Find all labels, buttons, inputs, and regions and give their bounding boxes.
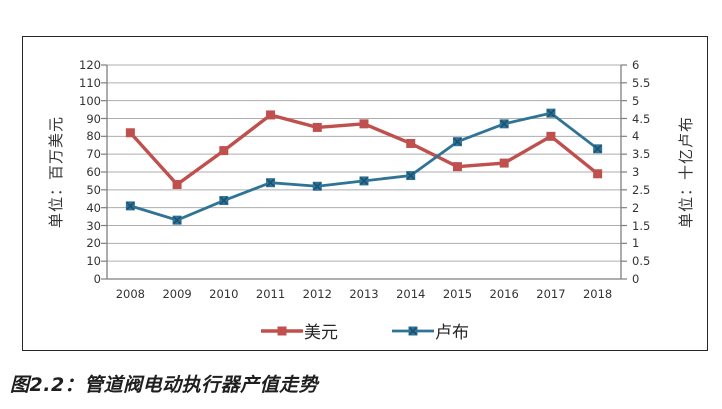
usd-marker: [406, 138, 416, 148]
usd-marker: [266, 110, 276, 120]
usd-marker: [359, 119, 369, 129]
rub-marker-x: [219, 196, 228, 205]
right-axis-tick-label: 2.5: [632, 182, 651, 197]
right-axis-tick-label: 4: [632, 129, 640, 144]
rub-marker-x: [593, 144, 602, 153]
right-axis-tick-label: 1: [632, 236, 640, 251]
rub-marker-x: [406, 171, 415, 180]
right-axis-tick-label: 3: [632, 165, 640, 179]
left-axis-tick-label: 10: [86, 254, 101, 269]
usd-legend-marker-icon: [261, 326, 303, 335]
rub-marker-x: [126, 201, 135, 210]
left-axis-tick-label: 100: [79, 93, 101, 108]
right-axis-title: 单位：十亿卢布: [677, 116, 695, 229]
left-axis-tick-label: 90: [86, 111, 101, 126]
left-axis-tick-label: 120: [79, 58, 101, 72]
figure-caption: 图2.2：管道阀电动执行器产值走势: [10, 374, 319, 396]
right-axis-tick-label: 1.5: [632, 218, 651, 233]
legend-item-rub: 卢布: [392, 318, 469, 343]
x-axis-label: 2017: [536, 287, 566, 301]
rub-legend-marker-icon: [392, 326, 434, 335]
rub-marker-x: [359, 176, 369, 185]
x-axis-label: 2012: [302, 287, 332, 301]
right-axis-tick-label: 5.5: [632, 75, 651, 90]
chart-frame: 单位：百万美元 单位：十亿卢布 0 10 20 30 40 50 60 70 80 90 100 11…: [22, 36, 708, 351]
x-axis-label: 2009: [162, 287, 192, 301]
left-axis-tick-label: 50: [86, 182, 101, 197]
usd-marker: [499, 158, 509, 168]
legend: 美元 卢布: [23, 318, 707, 343]
left-axis-tick-label: 20: [86, 236, 101, 251]
left-axis-tick-label: 60: [86, 165, 101, 179]
rub-marker-x: [453, 137, 462, 146]
legend-label-rub: 卢布: [435, 323, 469, 343]
x-axis-label: 2010: [209, 287, 239, 301]
x-axis-label: 2011: [255, 287, 286, 301]
usd-marker: [546, 131, 556, 141]
rub-marker-x: [546, 109, 555, 118]
rub-marker-x: [266, 178, 275, 187]
rub-marker-x: [173, 216, 182, 225]
x-axis-label: 2013: [349, 287, 379, 301]
legend-item-usd: 美元: [261, 318, 338, 343]
rub-marker-x: [500, 119, 509, 128]
usd-marker: [312, 122, 322, 132]
usd-marker: [593, 169, 603, 179]
rub-marker-x: [313, 182, 322, 191]
left-axis-tick-label: 30: [86, 218, 101, 233]
left-axis-tick-label: 0: [93, 272, 101, 286]
x-axis-label: 2014: [396, 287, 426, 301]
left-axis-tick-label: 80: [86, 129, 101, 144]
left-axis-tick-label: 70: [86, 147, 101, 162]
left-axis-tick-label: 110: [79, 75, 101, 90]
usd-marker: [452, 162, 462, 172]
usd-marker: [219, 146, 229, 156]
plot-area: [101, 64, 627, 280]
x-axis-label: 2016: [489, 287, 519, 301]
right-axis-tick-label: 0: [632, 272, 640, 286]
right-axis-tick-label: 6: [632, 58, 640, 72]
usd-marker: [172, 179, 182, 189]
x-axis-label: 2008: [115, 287, 145, 301]
x-axis-label: 2015: [442, 287, 473, 301]
right-axis-tick-label: 5: [632, 93, 640, 108]
legend-label-usd: 美元: [304, 323, 338, 343]
left-axis-tick-label: 40: [86, 200, 101, 215]
right-axis-tick-label: 2: [632, 200, 640, 215]
right-axis-tick-label: 0.5: [632, 254, 651, 269]
x-axis-label: 2018: [582, 287, 613, 301]
usd-marker: [125, 128, 135, 138]
right-axis-tick-label: 4.5: [632, 111, 651, 126]
right-axis-tick-label: 3.5: [632, 147, 651, 162]
